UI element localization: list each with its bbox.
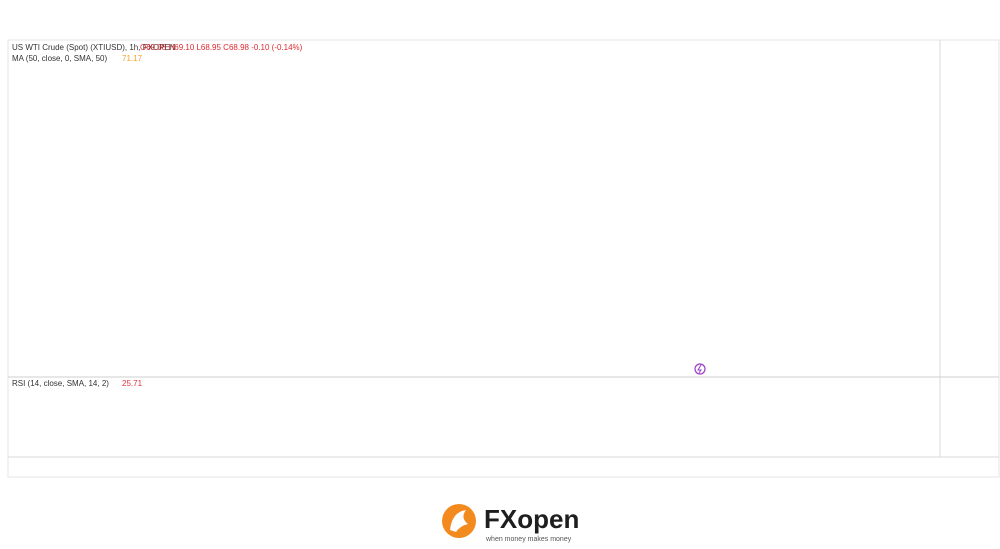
brand: FXopen [484, 504, 579, 534]
ma-value: 71.17 [122, 54, 143, 63]
rsi-label: RSI (14, close, SMA, 14, 2) [12, 379, 109, 388]
logo: FXopen when money makes money [442, 504, 579, 543]
rsi-value: 25.71 [122, 379, 143, 388]
logo-lion [450, 510, 468, 532]
event-icon[interactable] [694, 363, 706, 375]
chart-title: US WTI Crude (Spot) (XTIUSD), 1h, FXOPEN [12, 43, 176, 52]
event-icon-glyph [697, 364, 702, 374]
ma-label: MA (50, close, 0, SMA, 50) [12, 54, 107, 63]
quote: O69.08 H69.10 L68.95 C68.98 -0.10 (-0.14… [140, 43, 303, 52]
chart-frame [7, 39, 1000, 478]
tagline: when money makes money [485, 536, 572, 543]
